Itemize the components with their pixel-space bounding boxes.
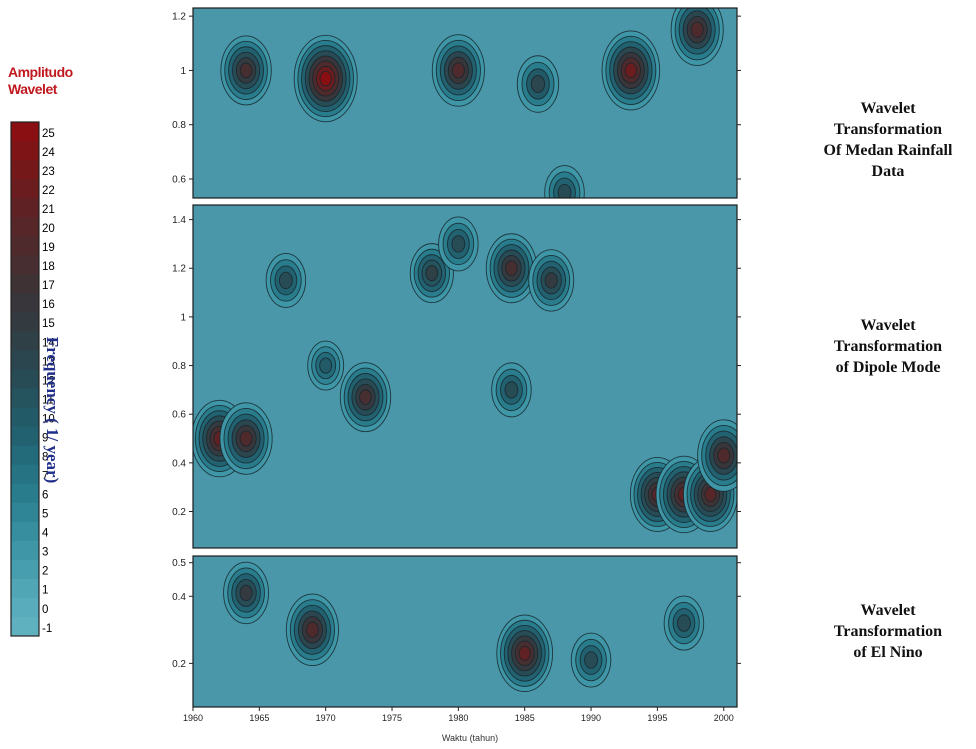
heatmap-panel: 0.2 0.4 0.5 1960 1965 1970 1975 1980 1985 1990 199… — [172, 555, 741, 723]
x-tick-label: 1980 — [448, 713, 468, 723]
hotspot — [265, 252, 307, 308]
y-tick-label: 0.6 — [172, 410, 186, 421]
hotspot — [431, 34, 485, 107]
contour-ring — [239, 584, 253, 602]
contour-ring — [451, 235, 466, 253]
hotspot — [285, 593, 339, 667]
x-tick-label: 1975 — [382, 713, 402, 723]
hotspot — [219, 402, 273, 475]
heatmap-panel: 0.6 0.8 1 1.2 — [172, 7, 741, 199]
contour-ring — [505, 260, 518, 277]
hotspot — [220, 35, 272, 106]
hotspot — [438, 216, 479, 272]
panel-frame — [192, 555, 738, 708]
contour-ring — [557, 183, 572, 198]
legend-title-line2: Wavelet — [8, 81, 57, 97]
contour-ring — [319, 357, 333, 374]
contour-ring — [239, 62, 253, 79]
contour-ring — [704, 487, 717, 502]
x-tick-label: 2000 — [714, 713, 734, 723]
hotspot — [528, 249, 575, 312]
caption-line: Wavelet — [860, 317, 916, 334]
hotspot — [663, 595, 705, 651]
hotspot — [570, 632, 612, 688]
x-axis-label: Waktu (tahun) — [441, 733, 499, 743]
caption-line: Transformation — [833, 121, 943, 138]
contour-ring — [717, 447, 731, 464]
hotspot — [485, 233, 538, 304]
contour-ring — [359, 389, 372, 406]
caption-line: Data — [871, 163, 905, 180]
y-tick-label: 1 — [180, 312, 186, 323]
y-tick-label: 0.8 — [172, 361, 186, 372]
contour-ring — [518, 645, 531, 661]
x-tick-label: 1960 — [183, 713, 203, 723]
caption-line: Wavelet — [860, 100, 916, 117]
contour-ring — [584, 651, 598, 669]
y-axis-label: Frequency ( 1/ year) — [43, 336, 62, 484]
panel-frame — [192, 204, 738, 549]
contour-ring — [530, 74, 546, 94]
hotspot — [496, 614, 554, 693]
y-tick-label: 1.2 — [172, 12, 186, 23]
y-tick-label: 1 — [180, 66, 186, 77]
y-tick-label: 0.4 — [172, 458, 186, 469]
contour-ring — [278, 271, 293, 290]
hotspot — [601, 30, 661, 111]
hotspot — [339, 362, 392, 433]
hotspot — [491, 362, 532, 418]
heatmap-panel: 0.2 0.4 0.6 0.8 1 1.2 1.4 — [172, 204, 741, 549]
contour-ring — [504, 381, 519, 399]
y-tick-label: 0.5 — [172, 558, 186, 569]
contour-ring — [544, 272, 558, 289]
x-tick-label: 1970 — [316, 713, 336, 723]
contour-ring — [451, 62, 465, 79]
y-tick-label: 1.2 — [172, 264, 186, 275]
legend-title-line1: Amplitudo — [8, 64, 73, 80]
caption-el-nino: Wavelet Transformation of El Nino — [800, 600, 976, 663]
hotspot — [670, 8, 724, 66]
caption-medan-rainfall: Wavelet Transformation Of Medan Rainfall Da… — [800, 98, 976, 182]
hotspot — [307, 340, 345, 391]
caption-line: Of Medan Rainfall — [823, 142, 953, 159]
contour-ring — [677, 614, 691, 632]
caption-line: Transformation — [833, 623, 943, 640]
hotspot — [293, 34, 358, 123]
contour-ring — [319, 70, 332, 87]
contour-ring — [690, 21, 704, 38]
x-tick-label: 1965 — [249, 713, 269, 723]
panel-background — [193, 556, 737, 707]
y-tick-label: 1.4 — [172, 215, 186, 226]
caption-line: Wavelet — [860, 602, 916, 619]
contour-ring — [239, 430, 253, 447]
y-tick-label: 0.6 — [172, 175, 186, 186]
panel-frame — [192, 7, 738, 199]
legend-title: Amplitudo Wavelet — [8, 64, 88, 98]
hotspot — [516, 55, 560, 113]
contour-ring — [624, 62, 638, 79]
y-tick-label: 0.2 — [172, 507, 186, 518]
x-tick-label: 1990 — [581, 713, 601, 723]
contour-ring — [425, 265, 439, 282]
caption-line: Transformation — [833, 338, 943, 355]
x-tick-label: 1995 — [647, 713, 667, 723]
contour-ring — [305, 621, 319, 638]
caption-line: of El Nino — [853, 644, 923, 661]
caption-line: of Dipole Mode — [835, 359, 941, 376]
y-tick-label: 0.4 — [172, 592, 186, 603]
hotspot — [544, 165, 585, 198]
x-tick-label: 1985 — [515, 713, 535, 723]
hotspot — [697, 419, 737, 492]
y-tick-label: 0.8 — [172, 120, 186, 131]
caption-dipole-mode: Wavelet Transformation of Dipole Mode — [800, 315, 976, 378]
hotspot — [223, 561, 270, 625]
y-tick-label: 0.2 — [172, 659, 186, 670]
